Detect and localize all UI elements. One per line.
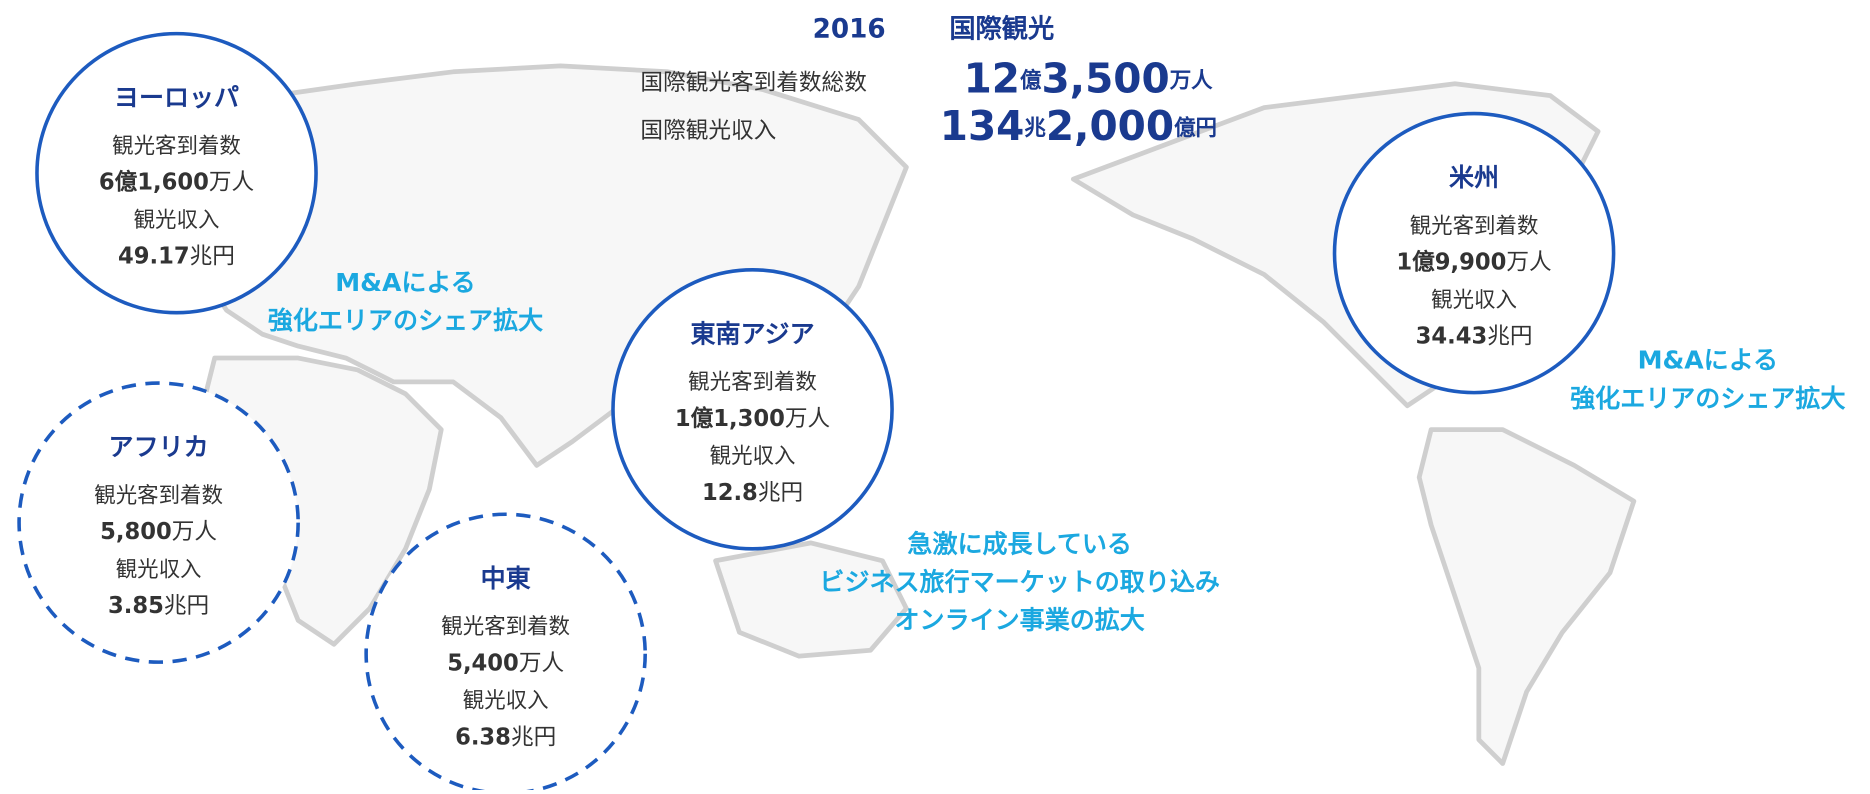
revenue-label: 観光収入	[710, 444, 796, 469]
header-row-value: 134兆2,000億円	[940, 102, 1217, 150]
callout-line: ビジネス旅行マーケットの取り込み	[819, 567, 1220, 596]
revenue-value: 34.43兆円	[1416, 323, 1533, 349]
revenue-label: 観光収入	[463, 688, 549, 713]
header-value-part: 12	[964, 54, 1020, 102]
revenue-label: 観光収入	[116, 557, 202, 582]
arrivals-number: 6億1,600	[99, 169, 209, 195]
arrivals-label: 観光客到着数	[112, 134, 241, 159]
callout-line: 強化エリアのシェア拡大	[1570, 384, 1845, 413]
region-name: 米州	[1449, 163, 1499, 192]
arrivals-unit: 万人	[1506, 249, 1551, 275]
arrivals-label: 観光客到着数	[94, 483, 223, 508]
arrivals-number: 5,800	[100, 519, 172, 545]
revenue-value: 6.38兆円	[455, 724, 556, 750]
region-circle	[1332, 111, 1616, 395]
callout-line: 急激に成長している	[907, 529, 1132, 558]
revenue-number: 3.85	[108, 593, 164, 619]
arrivals-number: 1億1,300	[675, 405, 785, 431]
arrivals-label: 観光客到着数	[688, 370, 817, 395]
header-value-part: 兆	[1024, 116, 1046, 141]
header-value-part: 2,000	[1046, 102, 1174, 150]
header-row-value: 12億3,500万人	[964, 54, 1214, 102]
region-circle	[17, 381, 300, 664]
revenue-number: 12.8	[702, 479, 758, 505]
header-value-part: 134	[940, 102, 1025, 150]
arrivals-number: 1億9,900	[1396, 249, 1506, 275]
revenue-number: 34.43	[1416, 323, 1488, 349]
land-south-america	[1416, 427, 1637, 766]
header-value-part: 万人	[1170, 68, 1213, 93]
revenue-unit: 兆円	[1487, 323, 1532, 349]
header-row-label: 国際観光収入	[640, 118, 776, 144]
callout-line: M&Aによる	[1638, 346, 1778, 375]
header-value-part: 億円	[1174, 115, 1217, 141]
header-value-part: 億	[1020, 67, 1042, 93]
region-name: アフリカ	[109, 433, 209, 462]
callout-line: オンライン事業の拡大	[895, 606, 1145, 635]
revenue-unit: 兆円	[164, 593, 209, 619]
arrivals-unit: 万人	[785, 405, 830, 431]
arrivals-value: 1億1,300万人	[675, 405, 830, 431]
arrivals-unit: 万人	[172, 519, 217, 545]
arrivals-unit: 万人	[209, 169, 254, 195]
revenue-number: 49.17	[118, 243, 190, 269]
header-title: 国際観光	[949, 14, 1054, 45]
arrivals-value: 5,800万人	[100, 519, 217, 545]
region-circle	[35, 31, 318, 315]
land-australia	[713, 540, 909, 659]
header-row-label: 国際観光客到着数総数	[640, 70, 866, 96]
callout-line: M&Aによる	[335, 268, 475, 297]
arrivals-value: 5,400万人	[447, 650, 564, 676]
header-year: 2016	[813, 15, 886, 45]
revenue-value: 3.85兆円	[108, 593, 209, 619]
arrivals-number: 5,400	[447, 650, 519, 676]
revenue-unit: 兆円	[758, 479, 803, 505]
header-value-part: 3,500	[1041, 54, 1169, 102]
arrivals-value: 1億9,900万人	[1396, 249, 1551, 275]
arrivals-label: 観光客到着数	[441, 615, 570, 640]
revenue-number: 6.38	[455, 724, 511, 750]
region-name: 中東	[481, 564, 531, 593]
region-circle	[611, 267, 894, 551]
arrivals-label: 観光客到着数	[1410, 214, 1539, 239]
callout-line: 強化エリアのシェア拡大	[268, 306, 543, 335]
arrivals-value: 6億1,600万人	[99, 169, 254, 195]
revenue-value: 12.8兆円	[702, 479, 803, 505]
region-name: 東南アジア	[690, 319, 814, 348]
revenue-label: 観光収入	[134, 208, 220, 233]
arrivals-unit: 万人	[519, 650, 564, 676]
revenue-value: 49.17兆円	[118, 243, 235, 269]
revenue-unit: 兆円	[190, 243, 235, 269]
revenue-unit: 兆円	[511, 724, 556, 750]
region-name: ヨーロッパ	[114, 83, 239, 112]
revenue-label: 観光収入	[1431, 288, 1517, 313]
